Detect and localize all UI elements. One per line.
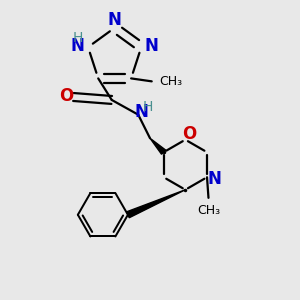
Text: O: O — [59, 86, 73, 104]
Text: CH₃: CH₃ — [197, 204, 220, 217]
Text: N: N — [145, 37, 158, 55]
Text: CH₃: CH₃ — [159, 75, 182, 88]
Text: N: N — [71, 37, 85, 55]
Text: N: N — [207, 170, 221, 188]
Polygon shape — [150, 138, 166, 154]
Polygon shape — [127, 190, 185, 218]
Text: N: N — [134, 103, 148, 121]
Text: O: O — [182, 125, 196, 143]
Text: N: N — [108, 11, 122, 29]
Text: H: H — [73, 31, 83, 45]
Text: H: H — [142, 100, 153, 114]
